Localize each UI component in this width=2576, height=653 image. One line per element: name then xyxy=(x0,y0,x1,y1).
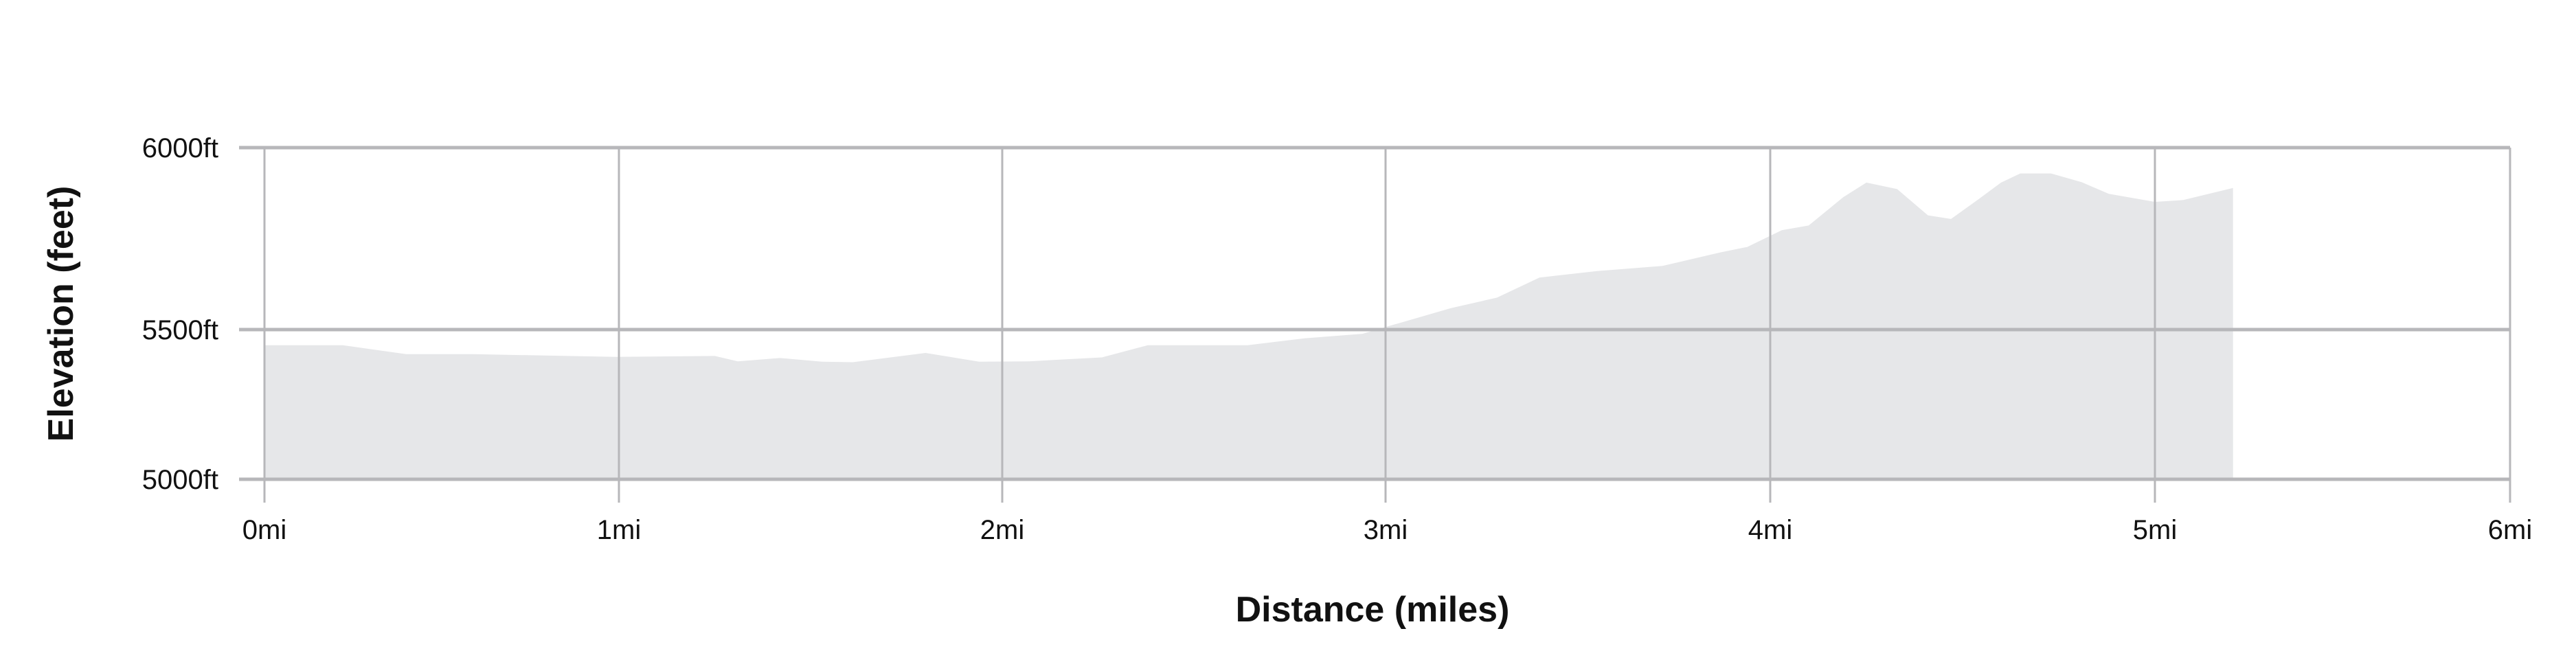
tick-labels: 0mi 1mi 2mi 3mi 4mi 5mi 6mi 5000ft 5500ft 6000ft xyxy=(142,133,2532,545)
y-tick-label: 5000ft xyxy=(142,465,218,495)
x-tick-label: 6mi xyxy=(2488,515,2532,545)
elevation-area xyxy=(264,173,2233,479)
x-tick-label: 4mi xyxy=(1748,515,1792,545)
area-layer xyxy=(264,173,2233,479)
y-tick-label: 6000ft xyxy=(142,133,218,163)
y-axis-title: Elevation (feet) xyxy=(41,186,81,442)
x-tick-label: 5mi xyxy=(2133,515,2177,545)
x-tick-label: 2mi xyxy=(980,515,1024,545)
grid-layer xyxy=(239,146,2511,503)
x-axis-title: Distance (miles) xyxy=(1236,590,1510,630)
x-tick-label: 3mi xyxy=(1364,515,1408,545)
x-tick-label: 1mi xyxy=(597,515,641,545)
y-tick-label: 5500ft xyxy=(142,315,218,345)
x-tick-label: 0mi xyxy=(242,515,286,545)
